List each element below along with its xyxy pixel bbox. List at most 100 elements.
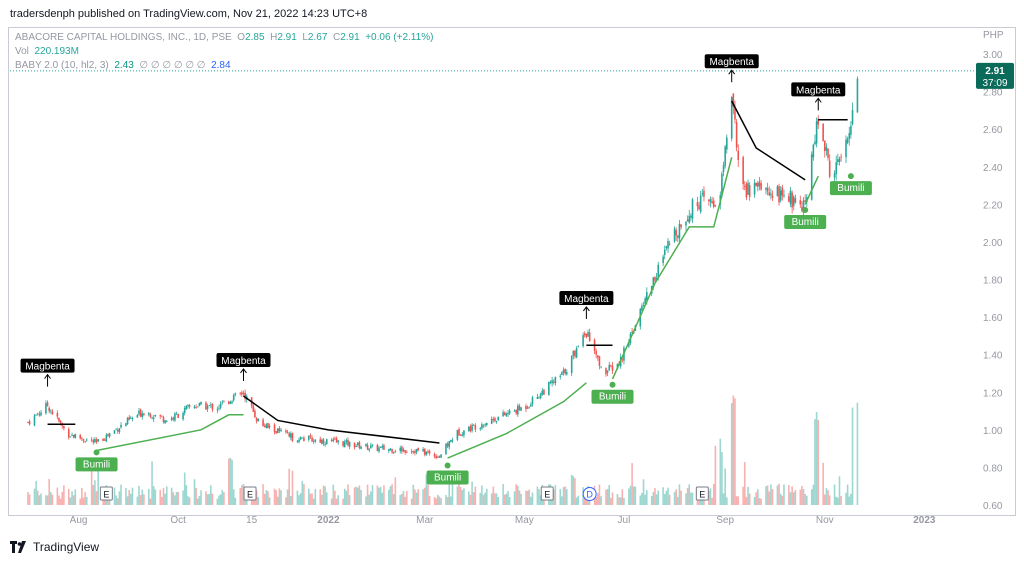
candle-body [154,414,157,417]
volume-bar [481,485,483,505]
volume-bar [788,484,790,505]
candle-body [835,162,838,175]
candle-body [291,432,294,441]
candle-body [381,446,384,448]
earnings-marker: E [243,486,257,501]
volume-bar [618,497,620,505]
volume-bar [598,484,601,505]
candle-body [833,173,836,178]
volume-bar [837,497,839,505]
volume-bar [314,488,317,505]
volume-bar [79,498,82,505]
candle-body [286,432,289,434]
volume-bar [288,468,291,505]
indicator-label: BABY 2.0 (10, hl2, 3) [15,60,109,71]
candle-body [572,350,575,356]
candle-body [458,429,460,436]
volume-bar [309,493,312,505]
candle-body [588,332,591,342]
volume-bar [321,494,323,505]
candle-body [95,439,98,442]
candle-body [311,437,313,442]
volume-bar [286,489,289,505]
candle-body [389,448,392,451]
symbol-name[interactable]: ABACORE CAPITAL HOLDINGS, INC., 1D, PSE [15,32,232,43]
volume-bar [61,491,64,505]
publisher-line: tradersdenph published on TradingView.co… [10,8,368,20]
volume-bar [734,398,736,505]
candle-body [788,196,790,202]
volume-bar [543,497,545,505]
candle-body [721,173,723,195]
signal-labels: Magbenta Bumili Magbenta Bumili Magbenta Bumi… [20,54,872,485]
candle-body [177,414,179,418]
volume-bar [497,497,500,505]
volume-bar [503,494,506,505]
candle-body [792,196,795,206]
signal-dot [93,449,100,456]
indicator-legend[interactable]: BABY 2.0 (10, hl2, 3) 2.43 ∅ ∅ ∅ ∅ ∅ ∅ 2… [15,60,231,71]
volume-bar [616,494,619,505]
volume-bar [245,497,248,505]
candle-body [703,190,705,197]
volume-bar [92,485,95,505]
candle-body [370,445,372,449]
candle-body [686,219,689,222]
volume-bar [221,489,224,505]
volume-bar [758,498,761,505]
candle-body [128,417,130,420]
candle-body [223,400,225,402]
candle-body [216,409,219,411]
volume-legend[interactable]: Vol 220.193M [15,46,79,57]
volume-bar [646,490,648,505]
volume-bar [356,487,359,505]
sell-signal: Magbenta [559,290,614,319]
volume-bar [468,491,470,505]
time-axis[interactable]: Aug Oct 15 2022 Mar May Jul Sep Nov 2023 [70,515,936,526]
volume-bar [410,498,413,505]
candle-body [743,186,746,188]
volume-bar [45,495,47,505]
volume-bar [48,478,50,505]
candle-body [71,434,73,436]
volume-bar [82,497,85,505]
volume-bar [376,485,379,505]
volume-bar [308,488,310,505]
candle-body [170,418,173,421]
candle-body [94,439,96,443]
earnings-marker: E [540,486,554,501]
candle-body [779,190,782,201]
y-tick-label: 2.60 [983,125,1003,136]
volume-bar [366,484,369,505]
candle-body [802,200,805,213]
volume-bar [608,485,611,505]
candle-body [810,154,813,200]
candle-body [36,413,39,415]
candle-body [577,345,580,347]
candle-body [753,182,756,195]
candle-body [680,224,682,227]
signal-dot [802,206,809,213]
candle-body [92,440,95,443]
volume-bar [365,496,367,505]
candle-body [321,439,323,444]
candle-body [301,437,304,439]
volume-bar [59,498,62,505]
x-tick-label: 15 [246,515,258,526]
y-tick-label: 2.40 [983,163,1003,174]
candle-body [652,277,655,288]
brand-footer[interactable]: TradingView [10,540,99,554]
volume-bar [193,479,196,505]
volume-bar [461,490,464,505]
marker-shape [243,486,257,501]
volume-bar [531,492,534,505]
candle-body [38,414,41,416]
volume-bar [154,489,157,505]
volume-bar [433,497,436,505]
candle-body [846,138,849,143]
candle-body [828,160,831,177]
volume-bar [165,486,168,505]
price-axis[interactable]: PHP 3.00 2.80 2.60 2.40 2.20 2.00 1.80 1.60 1.40 1… [983,30,1004,512]
